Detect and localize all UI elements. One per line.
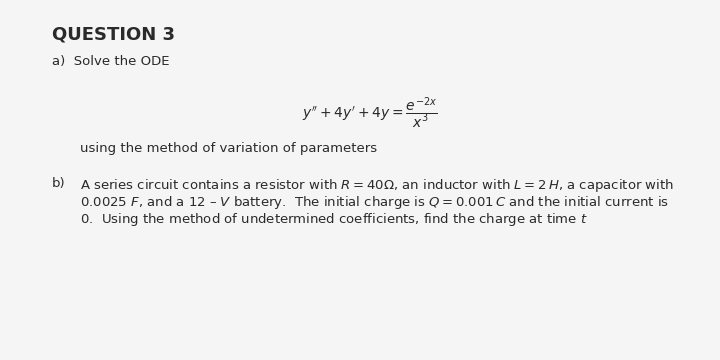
Text: 0.  Using the method of undetermined coefficients, find the charge at time $t$: 0. Using the method of undetermined coef… <box>80 211 588 228</box>
Text: QUESTION 3: QUESTION 3 <box>52 25 175 43</box>
Text: a)  Solve the ODE: a) Solve the ODE <box>52 55 169 68</box>
Text: using the method of variation of parameters: using the method of variation of paramet… <box>80 142 377 155</box>
Text: 0.0025 $F$, and a 12 – $V$ battery.  The initial charge is $Q = 0.001\,C$ and th: 0.0025 $F$, and a 12 – $V$ battery. The … <box>80 194 669 211</box>
Text: A series circuit contains a resistor with $R = 40\Omega$, an inductor with $L = : A series circuit contains a resistor wit… <box>80 177 674 194</box>
Text: $y'' + 4y' + 4y = \dfrac{e^{-2x}}{x^3}$: $y'' + 4y' + 4y = \dfrac{e^{-2x}}{x^3}$ <box>302 95 438 131</box>
Text: b): b) <box>52 177 66 190</box>
